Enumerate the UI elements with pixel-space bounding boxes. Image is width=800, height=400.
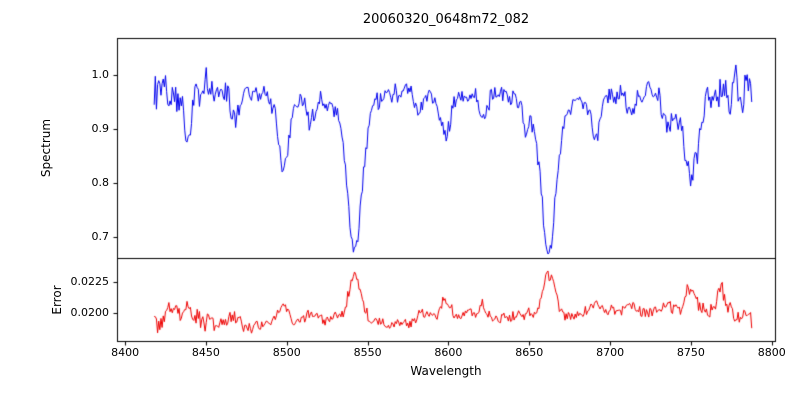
y-tick-label-spectrum: 0.7 [91, 230, 110, 244]
x-tick-label: 8750 [676, 346, 705, 359]
x-tick-label: 8500 [272, 346, 301, 359]
y-tick-label-spectrum: 0.9 [91, 122, 110, 136]
x-axis-label: Wavelength [410, 364, 482, 378]
y-tick-label-error: 0.0200 [70, 306, 110, 320]
y-tick-label-error: 0.0225 [70, 274, 110, 288]
x-tick-label: 8550 [353, 346, 382, 359]
chart-title: 20060320_0648m72_082 [362, 12, 530, 27]
x-tick-label: 8400 [111, 346, 140, 359]
x-tick-label: 8800 [757, 346, 786, 359]
y-tick-label-spectrum: 0.8 [91, 176, 110, 190]
x-tick-label: 8700 [596, 346, 625, 359]
y-tick-label-spectrum: 1.0 [91, 67, 110, 81]
x-tick-label: 8450 [191, 346, 220, 359]
x-tick-label: 8600 [434, 346, 463, 359]
x-tick-label: 8650 [515, 346, 544, 359]
